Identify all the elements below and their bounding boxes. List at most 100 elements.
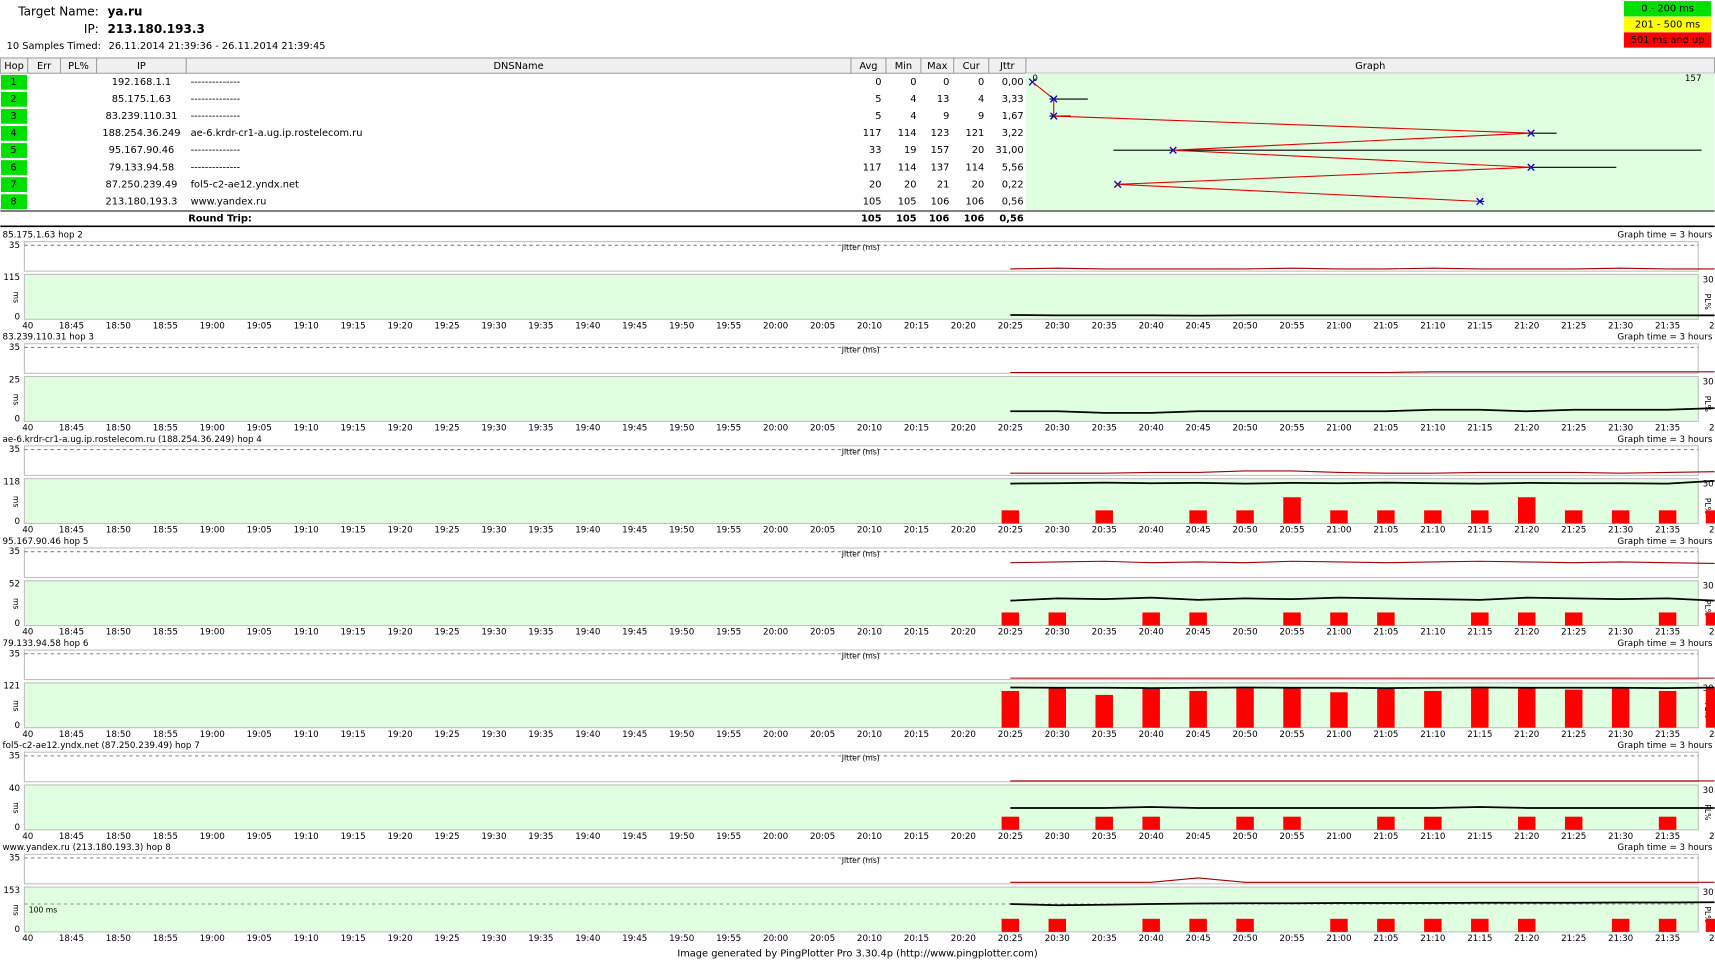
hop: 3 [10, 111, 16, 122]
x-tick-label: 20:00 [763, 423, 788, 433]
column-header: Graph [1355, 61, 1385, 72]
min: 4 [910, 111, 916, 122]
legend-swatch [1623, 16, 1712, 33]
panel-title: www.yandex.ru (213.180.193.3) hop 8 [3, 843, 171, 853]
dns: -------------- [191, 77, 241, 88]
x-tick-label: 20:35 [1092, 832, 1117, 842]
jitter-line [1010, 371, 1715, 374]
x-tick-label: 21:20 [1514, 934, 1539, 944]
x-tick-label: 19:40 [575, 934, 600, 944]
loss-bar [1283, 612, 1301, 626]
jitter-line [1010, 560, 1715, 564]
x-tick-label: 20:50 [1232, 526, 1257, 536]
x-tick-label: 21:00 [1326, 628, 1351, 638]
x-tick-label: 21:15 [1467, 526, 1492, 536]
x-tick-label: 40 [22, 730, 33, 740]
x-tick-label: 21:20 [1514, 321, 1539, 331]
dns: -------------- [191, 145, 241, 156]
loss-bar [1001, 918, 1020, 932]
y2-tick-label: 30 [1703, 888, 1714, 898]
x-tick-label: 20:30 [1045, 423, 1070, 433]
x-tick-label: 20:20 [951, 526, 976, 536]
hop-cell [0, 124, 29, 142]
min: 4 [910, 94, 916, 105]
hop: 4 [10, 128, 16, 139]
loss-bar [1142, 918, 1160, 932]
x-tick-label: 21:15 [1467, 321, 1492, 331]
cur: 121 [966, 128, 985, 139]
x-tick-label: 20:20 [951, 321, 976, 331]
jttr: 0,56 [999, 214, 1023, 225]
x-tick-label: 20:05 [810, 526, 835, 536]
jitter-line [1010, 470, 1715, 474]
loss-bar [1189, 918, 1207, 932]
jttr: 1,67 [1002, 111, 1024, 122]
x-tick-label: 19:05 [247, 628, 272, 638]
x-tick-label: 19:30 [481, 832, 506, 842]
x-tick-label: 18:55 [153, 526, 178, 536]
hop-cell [0, 142, 29, 159]
loss-bar [1564, 612, 1583, 626]
loss-bar [1471, 918, 1489, 932]
avg: 5 [875, 111, 881, 122]
max: 106 [931, 196, 950, 207]
cur: 4 [978, 94, 984, 105]
x-tick-label: 18:45 [59, 628, 84, 638]
y-tick-label: 35 [9, 853, 20, 863]
x-tick-label: 19:25 [434, 934, 459, 944]
x-tick-label: 20:10 [857, 730, 882, 740]
jitter-label: Jitter (ms) [841, 345, 880, 354]
avg: 117 [863, 128, 882, 139]
y-axis-label: ms [12, 904, 21, 915]
x-tick-label: 19:55 [716, 832, 741, 842]
loss-bar [1471, 612, 1489, 626]
x-tick-label: 21:35 [1655, 321, 1680, 331]
x-tick-label: 20:00 [763, 730, 788, 740]
x-tick-label: 19:40 [575, 730, 600, 740]
latency-line [1010, 686, 1715, 689]
jitter-label: Jitter (ms) [841, 856, 880, 865]
jttr: 0,00 [1002, 77, 1024, 88]
ip: 85.175.1.63 [112, 94, 171, 105]
x-tick-label: 19:40 [575, 321, 600, 331]
jitter-strip [23, 649, 1699, 681]
x-tick-label: 20:10 [857, 526, 882, 536]
latency-strip [23, 580, 1699, 627]
avg: 105 [863, 196, 882, 207]
footer: Image generated by PingPlotter Pro 3.30.… [677, 948, 1037, 959]
x-tick-label: 19:05 [247, 321, 272, 331]
x-tick-label: 20:55 [1279, 321, 1304, 331]
y-axis-label: ms [12, 496, 21, 507]
x-tick-label: 21:35 [1655, 832, 1680, 842]
x-tick-label: 18:50 [106, 730, 131, 740]
loss-bar [1377, 612, 1395, 626]
x-tick-label: 21:15 [1467, 730, 1492, 740]
x-tick-label: 18:50 [106, 832, 131, 842]
x-tick-label: 20:45 [1186, 934, 1211, 944]
y2-tick-label: 30 [1703, 786, 1714, 796]
ip: 83.239.110.31 [105, 111, 177, 122]
x-tick-label: 21 [1709, 526, 1715, 536]
x-tick-label: 20:50 [1232, 730, 1257, 740]
legend-swatch [1623, 32, 1712, 48]
x-tick-label: 21:30 [1608, 321, 1633, 331]
legend-swatch [1623, 1, 1712, 17]
x-tick-label: 21:30 [1608, 526, 1633, 536]
x-tick-label: 21:35 [1655, 423, 1680, 433]
x-tick-label: 19:25 [434, 628, 459, 638]
x-tick-label: 21 [1709, 730, 1715, 740]
ip: 192.168.1.1 [112, 77, 171, 88]
graph-time: Graph time = 3 hours [1617, 231, 1713, 241]
y-tick-label: 35 [9, 241, 20, 251]
y-tick-label: 0 [14, 925, 20, 935]
latency-line [1010, 806, 1715, 809]
x-tick-label: 19:50 [669, 934, 694, 944]
x-tick-label: 19:35 [528, 321, 553, 331]
x-tick-label: 20:40 [1139, 423, 1164, 433]
loss-bar [1330, 692, 1348, 728]
x-tick-label: 19:35 [528, 628, 553, 638]
x-tick-label: 20:25 [998, 321, 1023, 331]
x-tick-label: 19:10 [294, 526, 319, 536]
x-tick-label: 19:00 [200, 832, 225, 842]
max: 123 [931, 128, 950, 139]
